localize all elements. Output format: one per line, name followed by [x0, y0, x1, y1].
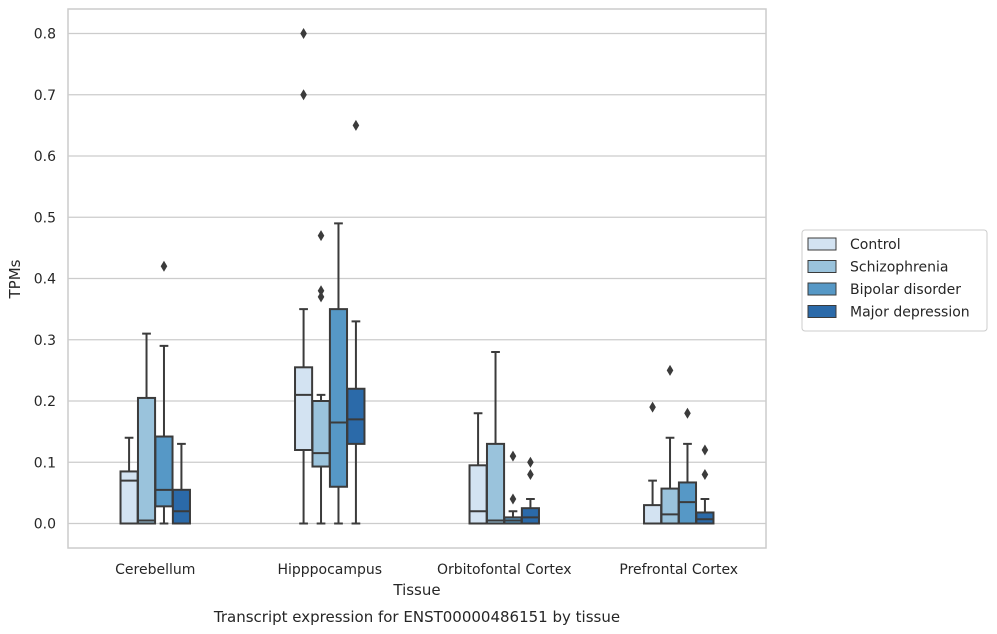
- outlier-point: [527, 456, 534, 468]
- gridlines: [68, 32, 766, 525]
- x-tick-label: Orbitofontal Cortex: [437, 562, 572, 578]
- y-tick-label: 0.2: [34, 394, 56, 410]
- outlier-point: [317, 291, 325, 303]
- outlier-point: [684, 407, 691, 419]
- box: [119, 470, 139, 525]
- x-tick-label: Cerebellum: [115, 562, 195, 578]
- box: [485, 442, 506, 525]
- box-group: [503, 450, 523, 525]
- chart-caption: Transcript expression for ENST0000048615…: [213, 608, 620, 626]
- y-tick-label: 0.3: [34, 333, 56, 349]
- box-group: [119, 436, 139, 525]
- outlier-point: [317, 285, 325, 297]
- outlier-point: [300, 89, 307, 101]
- box: [695, 511, 715, 525]
- outlier-point: [160, 260, 168, 272]
- box-group: [311, 230, 331, 525]
- legend-swatch: [807, 305, 837, 318]
- box-group: [346, 119, 366, 525]
- outlier-point: [649, 401, 656, 413]
- legend-label: Schizophrenia: [850, 260, 948, 276]
- x-tick-label: Hipppocampus: [277, 562, 382, 578]
- legend-label: Control: [850, 237, 901, 253]
- box-group: [660, 364, 680, 525]
- outlier-point: [509, 450, 517, 462]
- box: [294, 366, 314, 451]
- y-tick-label: 0.7: [34, 88, 56, 104]
- outlier-point: [701, 444, 709, 456]
- box: [346, 387, 366, 445]
- y-tick-label: 0.5: [34, 210, 56, 226]
- box: [520, 507, 540, 525]
- outlier-point: [317, 230, 325, 242]
- y-tick-label: 0.0: [34, 517, 56, 533]
- plot-frame: [67, 8, 767, 549]
- outlier-point: [527, 469, 534, 480]
- box-group: [485, 351, 506, 525]
- box-group: [294, 28, 314, 525]
- box-group: [136, 332, 157, 525]
- box-group: [695, 444, 715, 525]
- box-plot-area: [119, 28, 715, 525]
- box: [643, 504, 663, 525]
- box-group: [171, 442, 191, 525]
- box-group: [468, 412, 488, 525]
- legend: Control Schizophrenia Bipolar disorder Majo…: [801, 229, 988, 332]
- box: [154, 435, 174, 508]
- outlier-point: [509, 493, 517, 505]
- box: [311, 400, 331, 468]
- outlier-point: [666, 364, 674, 376]
- legend-frame: [801, 229, 988, 332]
- y-axis: 0.0 0.1 0.2 0.3 0.4 0.5 0.6 0.7 0.8: [34, 27, 56, 533]
- y-tick-label: 0.6: [34, 149, 56, 165]
- x-axis-label: Tissue: [392, 581, 440, 599]
- legend-swatch: [807, 237, 837, 251]
- y-tick-label: 0.1: [34, 455, 56, 471]
- box: [136, 396, 157, 525]
- box: [328, 308, 349, 488]
- y-tick-label: 0.8: [34, 27, 56, 43]
- legend-swatch: [807, 260, 837, 273]
- legend-swatch: [807, 282, 837, 296]
- y-axis-label: TPMs: [6, 259, 24, 299]
- box: [171, 488, 191, 525]
- box-group: [328, 222, 349, 525]
- y-tick-label: 0.4: [34, 272, 56, 288]
- box-group: [677, 407, 698, 525]
- legend-label: Bipolar disorder: [850, 282, 961, 298]
- x-tick-label: Prefrontal Cortex: [619, 562, 738, 578]
- outlier-point: [352, 119, 360, 131]
- outlier-point: [701, 469, 709, 480]
- box: [660, 487, 680, 525]
- box-group: [520, 456, 540, 525]
- outlier-point: [300, 28, 307, 39]
- legend-label: Major depression: [850, 305, 970, 321]
- x-axis: Cerebellum Hipppocampus Orbitofontal Corte…: [115, 562, 738, 578]
- box: [468, 464, 488, 525]
- box-group: [154, 260, 174, 525]
- box-group: [643, 401, 663, 525]
